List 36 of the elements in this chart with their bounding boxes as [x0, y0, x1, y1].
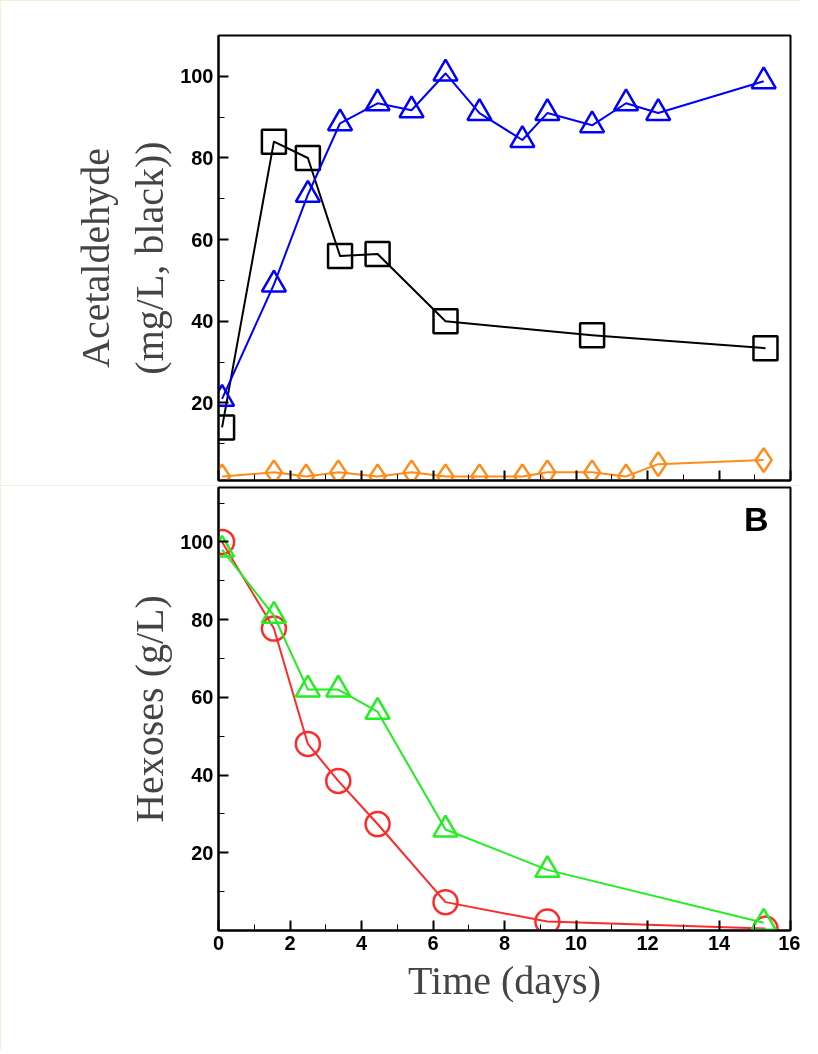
point [326, 108, 354, 132]
x-tick-label: 16 [778, 931, 801, 954]
annotation: B [743, 499, 769, 538]
point [432, 58, 459, 82]
x-tick-label: 8 [498, 931, 511, 954]
point [509, 124, 536, 149]
point [612, 88, 640, 112]
point [466, 97, 493, 122]
x-tick-label: 4 [355, 931, 368, 954]
point [534, 97, 561, 122]
y-tick-label: 40 [191, 764, 214, 787]
point [294, 179, 322, 203]
y-axis-title: Hexoses (g/L) [127, 595, 173, 823]
x-tick-label: 14 [707, 931, 731, 954]
y-tick-label: 80 [191, 146, 214, 169]
y-tick-label: 40 [191, 310, 214, 333]
y-tick-label: 60 [191, 686, 214, 709]
y-tick-label: 20 [191, 841, 214, 864]
point [398, 95, 425, 119]
x-axis-title: Time (days) [408, 957, 601, 1003]
y-tick-label: 100 [180, 65, 214, 88]
point [644, 97, 672, 122]
point [260, 269, 288, 293]
x-tick-label: 0 [212, 931, 225, 954]
x-tick-label: 6 [427, 931, 439, 954]
point [578, 110, 606, 134]
y-tick-label: 60 [191, 228, 214, 251]
y-tick-label: 20 [191, 391, 214, 414]
y-axis-title: Acetaldehyde (mg/L, black)) [73, 141, 173, 375]
x-tick-label: 12 [636, 931, 659, 954]
y-tick-label: 80 [191, 608, 214, 631]
point [750, 66, 777, 90]
x-tick-label: 10 [564, 931, 588, 954]
x-tick-label: 2 [284, 931, 296, 954]
point [364, 88, 391, 112]
y-tick-label: 100 [180, 530, 214, 553]
